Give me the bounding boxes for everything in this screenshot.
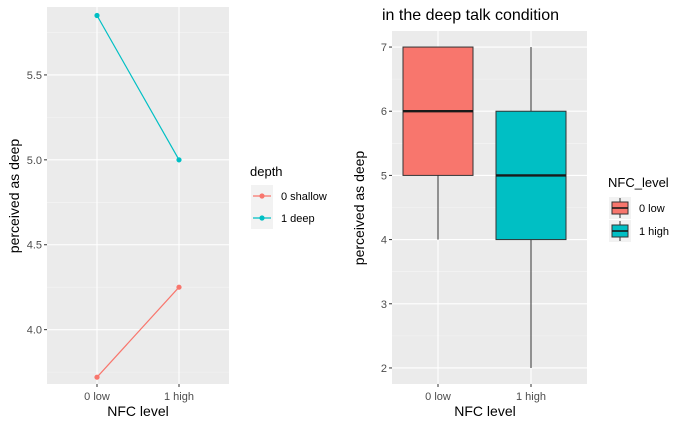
legend-key-point xyxy=(259,193,265,199)
y-tick-label: 5.5 xyxy=(27,70,42,82)
legend-key-point xyxy=(259,215,265,221)
x-tick-label: 1 high xyxy=(516,391,546,403)
legend-item: 1 high xyxy=(609,220,669,242)
line-y-tick-labels: 4.0 4.5 5.0 5.5 xyxy=(27,70,47,337)
line-legend: depth 0 shallow 1 deep xyxy=(250,164,327,229)
legend-label: 1 deep xyxy=(281,213,315,225)
y-tick-label: 5.0 xyxy=(27,155,42,167)
box-marks xyxy=(402,46,567,368)
y-tick-label: 4.0 xyxy=(27,325,42,337)
box-legend-items: 0 low 1 high xyxy=(609,197,669,242)
line-gridlines xyxy=(47,7,229,384)
y-tick-label: 5 xyxy=(381,170,387,182)
line-x-tick-labels: 0 low 1 high xyxy=(84,384,194,403)
box-y-tick-labels: 2 3 4 5 6 7 xyxy=(381,42,392,375)
data-point xyxy=(176,284,182,290)
line-x-axis-title: NFC level xyxy=(107,403,168,419)
legend-item: 1 deep xyxy=(251,207,315,229)
legend-item: 0 shallow xyxy=(251,185,327,207)
y-tick-label: 3 xyxy=(381,299,387,311)
y-tick-label: 2 xyxy=(381,363,387,375)
legend-label: 1 high xyxy=(639,226,669,238)
line-series-marks xyxy=(94,12,182,380)
box-y-axis-title: perceived as deep xyxy=(351,151,367,266)
legend-item: 0 low xyxy=(609,197,665,219)
x-tick-label: 0 low xyxy=(84,391,110,403)
line-y-axis-title: perceived as deep xyxy=(6,139,22,254)
box-x-axis-title: NFC level xyxy=(454,403,515,419)
line-panel-background xyxy=(47,7,229,384)
data-point xyxy=(94,374,100,380)
series-0-shallow xyxy=(94,284,182,380)
data-point xyxy=(94,12,100,19)
line-chart: 4.0 4.5 5.0 5.5 0 low 1 high NFC level perce… xyxy=(6,7,327,419)
box-legend: NFC_level 0 low 1 high xyxy=(608,175,669,242)
box-legend-title: NFC_level xyxy=(608,175,669,190)
box-plot-title: in the deep talk condition xyxy=(382,7,559,24)
legend-label: 0 shallow xyxy=(281,191,327,203)
series-1-deep xyxy=(94,12,182,163)
data-point xyxy=(176,157,182,163)
legend-label: 0 low xyxy=(639,203,665,215)
y-tick-label: 6 xyxy=(381,106,387,118)
box-chart: in the deep talk condition 2 3 4 5 6 7 0 low 1… xyxy=(351,7,669,419)
x-tick-label: 0 low xyxy=(425,391,451,403)
series-line xyxy=(96,15,180,161)
series-line xyxy=(96,286,180,378)
box-0-low xyxy=(402,46,474,240)
y-tick-label: 4.5 xyxy=(27,240,42,252)
box-x-tick-labels: 0 low 1 high xyxy=(425,384,546,403)
box-1-high xyxy=(495,47,567,368)
x-tick-label: 1 high xyxy=(164,391,194,403)
line-legend-items: 0 shallow 1 deep xyxy=(251,185,327,229)
y-tick-label: 4 xyxy=(381,235,387,247)
line-legend-title: depth xyxy=(250,164,283,179)
y-tick-label: 7 xyxy=(381,42,387,54)
